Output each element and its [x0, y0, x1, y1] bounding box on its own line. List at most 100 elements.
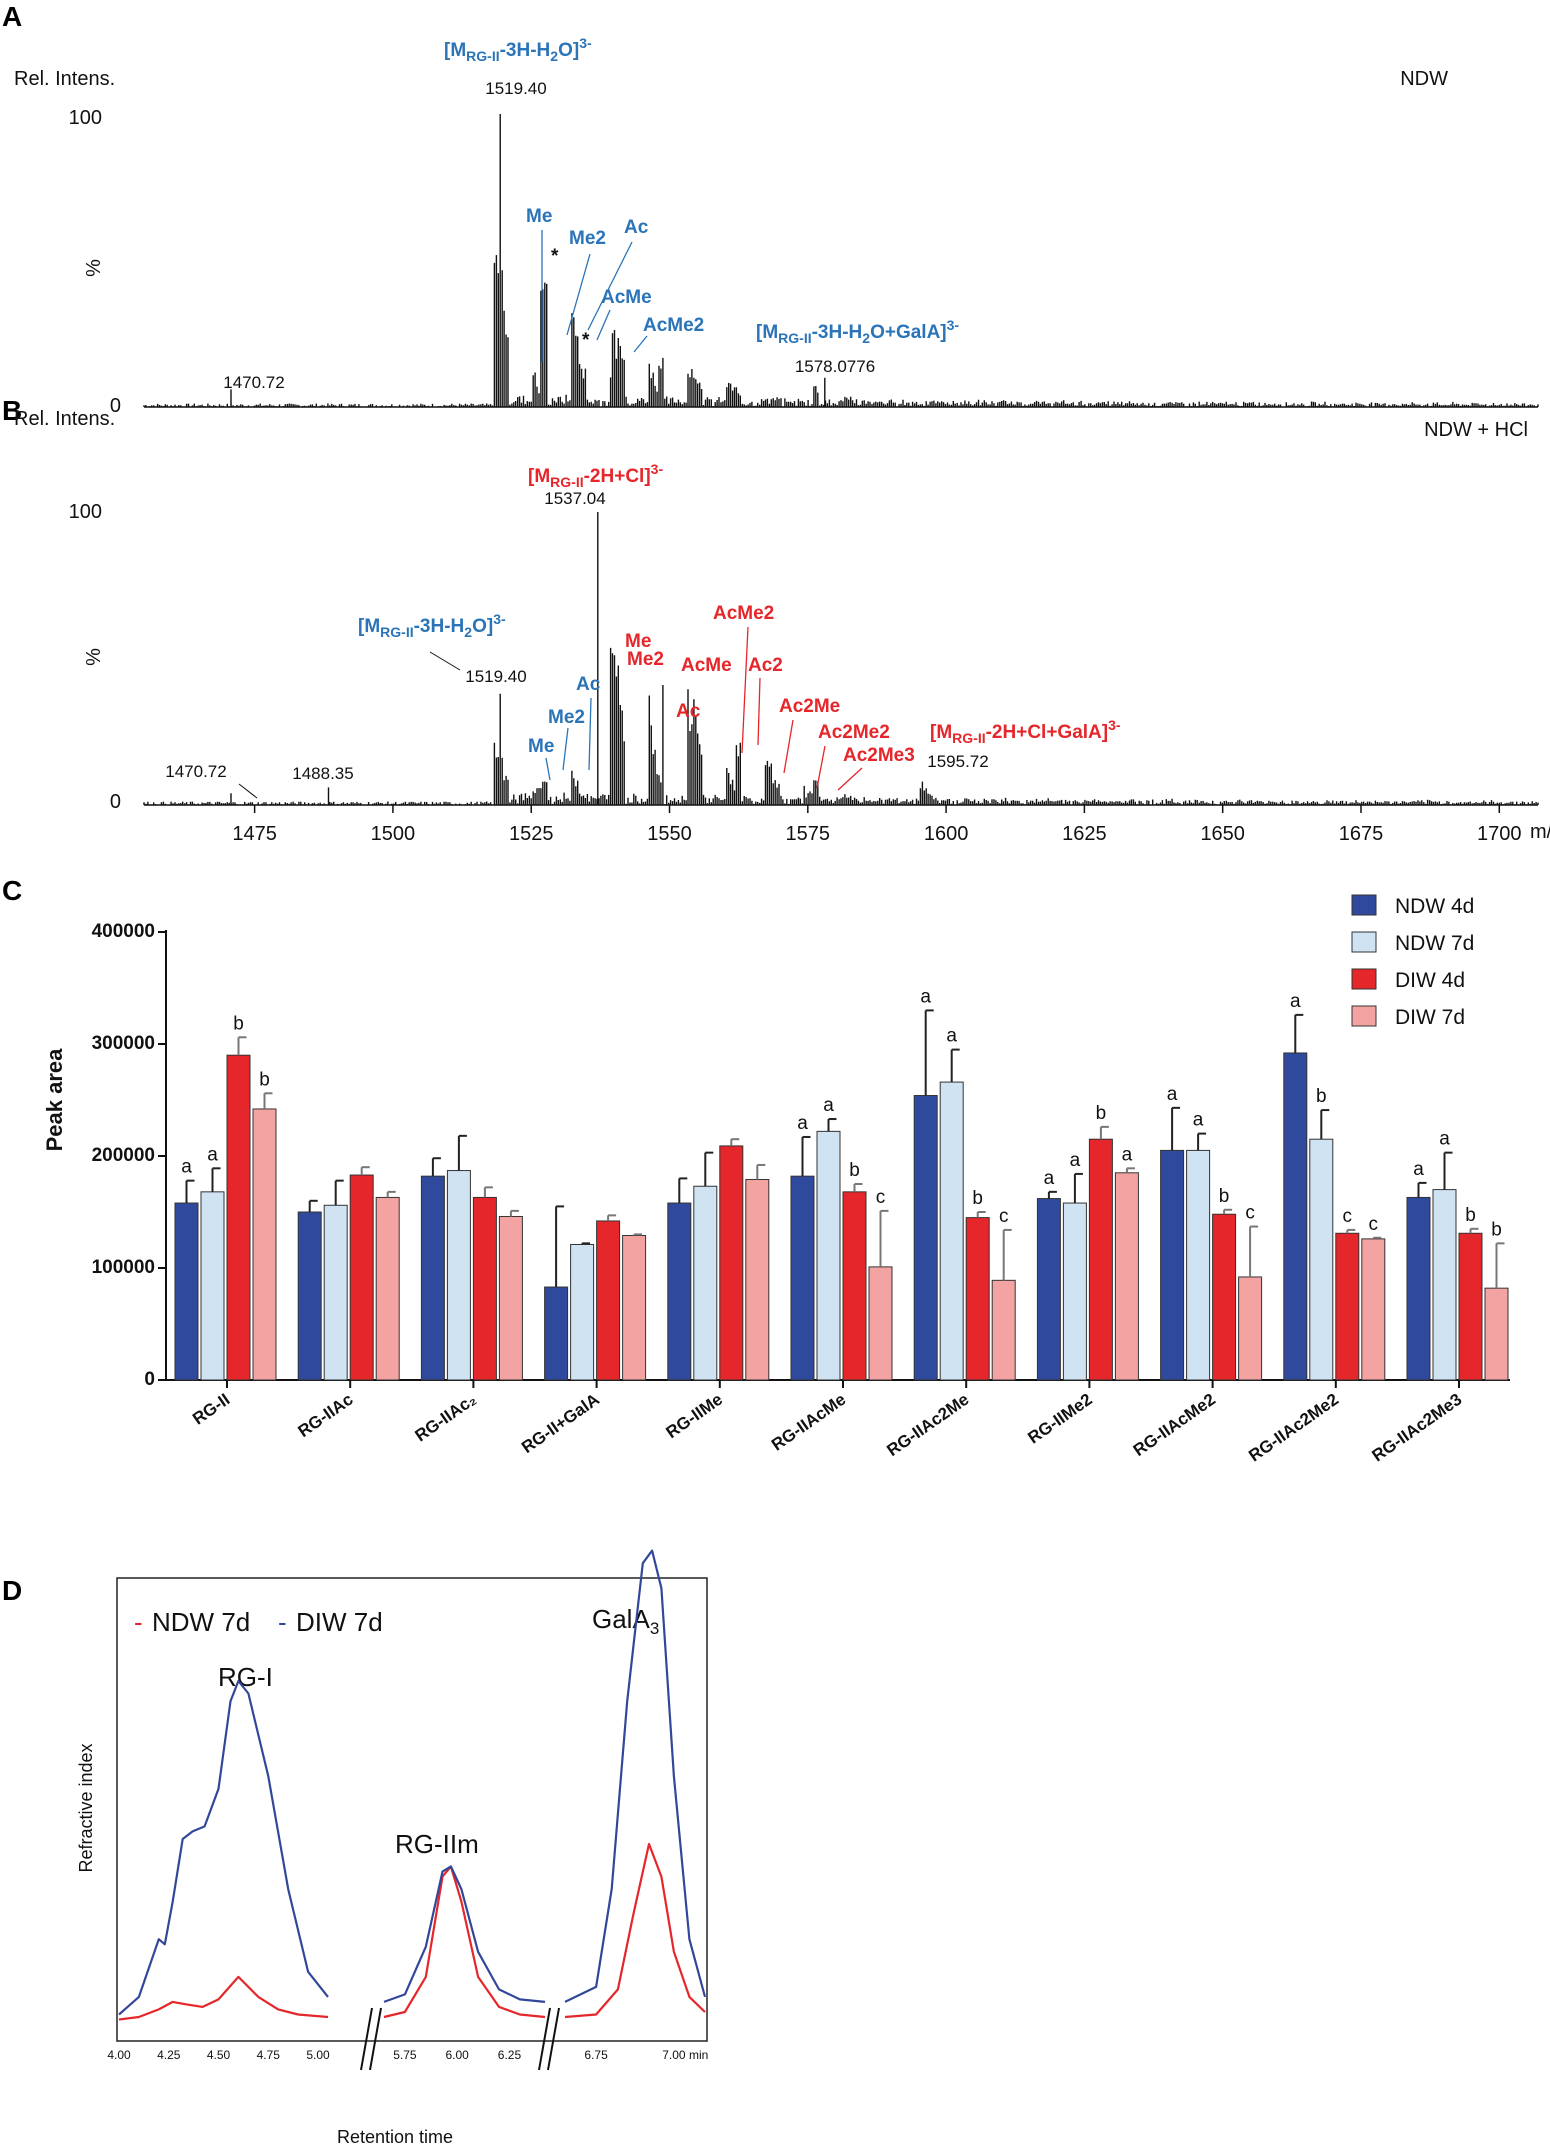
- panel-a-peak-label-1: 1470.72: [223, 373, 284, 392]
- trace-ndw-7d: [118, 1842, 706, 2021]
- panel-b-red-ac2me3-label: Ac2Me3: [843, 745, 915, 766]
- panel-a-acme2-label: AcMe2: [643, 315, 704, 336]
- panel-b-red-ac2me2-label: Ac2Me2: [818, 722, 890, 743]
- panel-b-red-acme2-label: AcMe2: [713, 603, 774, 624]
- panel-a-acme2-leader: [633, 335, 648, 353]
- panel-d-xtick-label: 4.75: [257, 2048, 281, 2062]
- bar: [1361, 1238, 1386, 1381]
- panel-b-me-label: Me: [528, 736, 554, 757]
- panel-a-star-2: *: [582, 330, 590, 351]
- panel-b-ac-label: Ac: [576, 674, 601, 695]
- panel-b-xtick-label: 1625: [1062, 823, 1107, 845]
- panel-b-red-ac-label: Ac: [676, 701, 701, 722]
- panel-d-peak-gala: GalA3: [592, 1604, 659, 1638]
- bar: [252, 1108, 277, 1381]
- panel-d-xtick-label: 6.00: [446, 2048, 470, 2062]
- bar: [622, 1235, 647, 1381]
- panel-a-ac-leader: [587, 241, 633, 331]
- panel-b-red-acme2-leader: [741, 626, 749, 754]
- bar: [667, 1202, 692, 1381]
- panel-a-gala-annotation: [MRG-II-3H-H2O+GalA]3-: [756, 317, 959, 346]
- panel-a-ion-annotation: [MRG-II-3H-H2O]3-: [444, 35, 592, 64]
- category-label: RG-IIAc: [295, 1390, 357, 1441]
- significance-letter: c: [1369, 1214, 1379, 1235]
- panel-b-xtick-label: 1675: [1339, 823, 1384, 845]
- category-label: RG-II: [189, 1390, 233, 1429]
- panel-a-acme-label: AcMe: [601, 287, 652, 308]
- significance-letter: a: [797, 1113, 808, 1134]
- panel-a-ac-label: Ac: [624, 217, 649, 238]
- category-label: RG-IIAc2Me2: [1245, 1390, 1342, 1466]
- panel-b-ion-annotation: [MRG-II-3H-H2O]3-: [358, 611, 506, 640]
- bar: [1309, 1138, 1334, 1381]
- bar: [596, 1220, 621, 1381]
- panel-d-legend-red-dash: -: [134, 1607, 143, 1637]
- bar: [226, 1054, 251, 1381]
- significance-letter: b: [972, 1188, 983, 1209]
- significance-letter: b: [233, 1013, 244, 1034]
- category-label: RG-IIAcMe: [768, 1390, 849, 1455]
- bar: [816, 1130, 841, 1381]
- significance-letter: c: [1245, 1203, 1255, 1224]
- panel-d-peak-rgiim: RG-IIm: [395, 1829, 479, 1859]
- panel-c-yticks: [158, 931, 166, 1381]
- significance-letter: a: [1193, 1110, 1204, 1131]
- bar: [323, 1204, 348, 1381]
- panel-d-legend-ndw: NDW 7d: [152, 1607, 250, 1637]
- bar: [790, 1175, 815, 1381]
- panel-b-red-ac2me2-leader: [816, 745, 826, 789]
- bar: [570, 1243, 595, 1381]
- panel-a-ytick-100: 100: [69, 107, 102, 129]
- significance-letter: a: [1167, 1084, 1178, 1105]
- legend-swatch-ndw7: [1351, 931, 1377, 953]
- panel-b-peak-label-5: 1595.72: [927, 752, 988, 771]
- axis-break-2b: [547, 2007, 560, 2071]
- panel-b-ytick-100: 100: [69, 501, 102, 523]
- panel-c-legend: NDW 4d NDW 7d DIW 4d DIW 7d: [1351, 894, 1474, 1029]
- panel-b-xunit: m/z: [1530, 821, 1550, 843]
- significance-letter: a: [181, 1157, 192, 1178]
- bar: [1062, 1202, 1087, 1381]
- bar: [868, 1266, 893, 1381]
- category-label: RG-IIAc2Me: [883, 1390, 972, 1460]
- bar: [719, 1145, 744, 1381]
- category-label: RG-IIAc2Me3: [1368, 1390, 1465, 1466]
- bar: [1186, 1149, 1211, 1381]
- panel-c-ytick-100000: 100000: [92, 1257, 155, 1278]
- panel-b-xtick-label: 1525: [509, 823, 554, 845]
- panel-d-traces: [118, 1549, 707, 2021]
- bar: [1238, 1276, 1263, 1381]
- panel-b-xtick-label: 1475: [232, 823, 277, 845]
- bar: [939, 1081, 964, 1381]
- significance-letter: a: [1070, 1150, 1081, 1171]
- panel-c-ytick-300000: 300000: [92, 1033, 155, 1054]
- panel-d-xtick-label: 5.00: [306, 2048, 330, 2062]
- bar: [745, 1179, 770, 1381]
- panel-d-xtick-label: 7.00: [662, 2048, 686, 2062]
- panel-b-xtick-label: 1600: [924, 823, 969, 845]
- panel-b-spectrum: [143, 512, 1539, 805]
- bar: [174, 1202, 199, 1381]
- bar: [842, 1191, 867, 1381]
- panel-b-me2-label: Me2: [548, 707, 585, 728]
- bar: [1088, 1138, 1113, 1381]
- category-label: RG-II+GalA: [518, 1390, 603, 1457]
- category-label: RG-IIAc₂: [412, 1390, 480, 1446]
- panel-d-frame: [116, 1577, 708, 2042]
- bar: [965, 1217, 990, 1381]
- significance-letter: a: [1439, 1129, 1450, 1150]
- panel-d-xlabel: Retention time: [337, 2127, 453, 2147]
- bar: [446, 1170, 471, 1381]
- panel-c-ytick-0: 0: [144, 1369, 155, 1390]
- panel-b-xtick-label: 1700: [1477, 823, 1522, 845]
- bar: [991, 1279, 1016, 1381]
- panel-b-peak-label-2: 1488.35: [292, 764, 353, 783]
- legend-ndw7: NDW 7d: [1395, 932, 1474, 955]
- panel-b-peak-label-3: 1519.40: [465, 667, 526, 686]
- significance-letter: b: [1465, 1205, 1476, 1226]
- panel-d-xticks: 4.00 4.25 4.50 4.75 5.00 5.75 6.00 6.25 6.75 7.00: [107, 2048, 686, 2062]
- bar: [498, 1215, 523, 1381]
- panel-b-red-ac2-leader: [757, 677, 761, 746]
- bar: [1036, 1198, 1061, 1381]
- panel-d-xtick-label: 4.25: [157, 2048, 181, 2062]
